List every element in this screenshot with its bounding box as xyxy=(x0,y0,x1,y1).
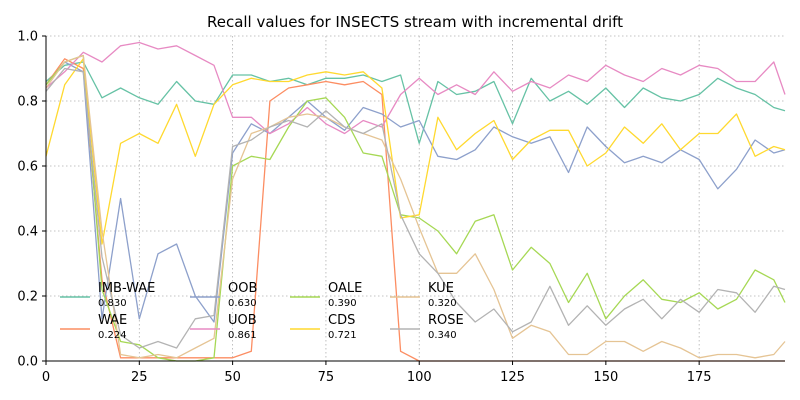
legend-score: 0.224 xyxy=(98,330,127,341)
legend-entry-kue: KUE 0.320 xyxy=(390,281,457,309)
y-tick-label: 0.2 xyxy=(17,290,38,305)
legend-score: 0.721 xyxy=(328,330,357,341)
grid-lines xyxy=(45,35,785,362)
y-tick-label: 0.8 xyxy=(17,95,38,110)
legend-entry-cds: CDS 0.721 xyxy=(290,313,357,341)
x-tick-label: 25 xyxy=(131,370,148,385)
legend-label: OOB xyxy=(228,281,257,296)
y-tick-label: 0.4 xyxy=(17,225,38,240)
legend-score: 0.830 xyxy=(98,298,127,309)
series-line-rose xyxy=(45,67,786,349)
legend-score: 0.861 xyxy=(228,330,257,341)
y-tick-label: 1.0 xyxy=(17,30,38,45)
legend-entry-oob: OOB 0.630 xyxy=(190,281,257,309)
y-tick-label: 0.6 xyxy=(17,160,38,175)
x-tick-label: 125 xyxy=(500,370,525,385)
legend-score: 0.630 xyxy=(228,298,257,309)
legend-label: ROSE xyxy=(428,313,464,328)
series-line-oale xyxy=(45,54,786,362)
legend-entry-rose: ROSE 0.340 xyxy=(390,313,464,341)
legend-score: 0.390 xyxy=(328,298,357,309)
series-line-oob xyxy=(45,61,786,323)
legend-label: UOB xyxy=(228,313,257,328)
axes xyxy=(45,36,785,362)
x-tick-label: 175 xyxy=(687,370,712,385)
legend-label: WAE xyxy=(98,313,127,328)
x-tick-label: 100 xyxy=(407,370,432,385)
x-tick-labels: 0 25 50 75 100 125 150 175 xyxy=(42,361,712,385)
legend-entry-wae: WAE 0.224 xyxy=(60,313,127,341)
legend: IMB-WAE 0.830 WAE 0.224 OOB 0.630 UOB 0.861 OALE… xyxy=(60,281,464,341)
legend-score: 0.320 xyxy=(428,298,457,309)
legend-label: KUE xyxy=(428,281,454,296)
legend-label: OALE xyxy=(328,281,362,296)
x-tick-label: 150 xyxy=(593,370,618,385)
series-line-cds xyxy=(45,58,786,245)
legend-entry-imb-wae: IMB-WAE 0.830 xyxy=(60,281,155,309)
legend-score: 0.340 xyxy=(428,330,457,341)
series-line-imb-wae xyxy=(45,61,786,144)
chart-title: Recall values for INSECTS stream with in… xyxy=(207,13,623,31)
legend-entry-oale: OALE 0.390 xyxy=(290,281,362,309)
legend-entry-uob: UOB 0.861 xyxy=(190,313,257,341)
legend-label: CDS xyxy=(328,313,355,328)
y-tick-labels: 0.0 0.2 0.4 0.6 0.8 1.0 xyxy=(17,30,46,370)
y-tick-label: 0.0 xyxy=(17,355,38,370)
x-tick-label: 0 xyxy=(42,370,50,385)
series-line-uob xyxy=(45,41,786,135)
series-line-kue xyxy=(45,54,786,359)
x-tick-label: 75 xyxy=(318,370,335,385)
x-tick-label: 50 xyxy=(224,370,241,385)
legend-label: IMB-WAE xyxy=(98,281,155,296)
series-lines xyxy=(45,41,786,362)
